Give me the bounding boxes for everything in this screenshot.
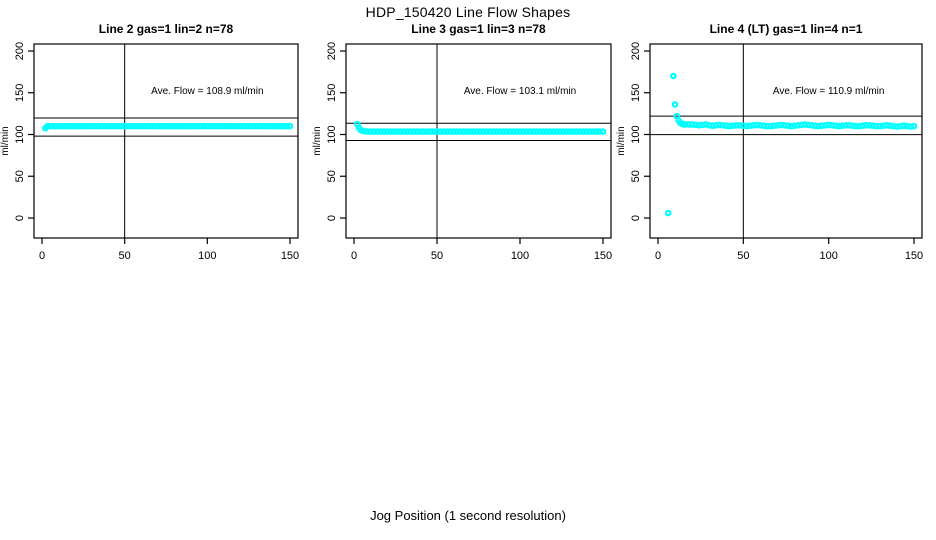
data-points	[354, 120, 607, 135]
x-tick-label: 150	[281, 250, 299, 262]
y-tick-label: 50	[630, 170, 642, 182]
x-tick-label: 0	[351, 250, 357, 262]
y-tick-label: 0	[630, 215, 642, 221]
y-axis-label: ml/min	[616, 126, 627, 155]
y-tick-label: 100	[630, 125, 642, 143]
y-tick-label: 0	[14, 215, 26, 221]
y-tick-label: 0	[326, 215, 338, 221]
plot-panel-3: 0 50 100 150 0 50 100 150 200 ml/min Line 4 (LT) g…	[616, 22, 923, 262]
x-tick-label: 0	[655, 250, 661, 262]
y-tick-label: 50	[14, 170, 26, 182]
x-tick-label: 0	[39, 250, 45, 262]
ave-flow-annotation: Ave. Flow = 110.9 ml/min	[773, 86, 885, 97]
y-tick-label: 50	[326, 170, 338, 182]
y-tick-label: 100	[14, 125, 26, 143]
y-axis-label: ml/min	[312, 126, 323, 155]
y-tick-label: 100	[326, 125, 338, 143]
y-tick-label: 150	[14, 84, 26, 102]
x-tick-label: 50	[737, 250, 749, 262]
x-tick-label: 50	[431, 250, 443, 262]
plot-box	[649, 43, 923, 239]
y-tick-label: 200	[14, 42, 26, 60]
x-tick-label: 150	[905, 250, 923, 262]
data-points	[664, 72, 918, 217]
plot-panel-2: 0 50 100 150 0 50 100 150 200 ml/min Line 3 gas=1 …	[312, 22, 612, 262]
x-tick-label: 150	[594, 250, 612, 262]
x-tick-label: 50	[119, 250, 131, 262]
figure-title: HDP_150420 Line Flow Shapes	[365, 4, 571, 20]
plot-box	[33, 43, 299, 239]
data-points	[42, 122, 294, 132]
y-tick-label: 150	[326, 84, 338, 102]
x-tick-label: 100	[198, 250, 216, 262]
x-tick-label: 100	[511, 250, 529, 262]
plot-panel-1: 0 50 100 150 0 50 100 150 200 ml/min Line 2 gas=1 …	[0, 22, 299, 262]
x-tick-label: 100	[819, 250, 837, 262]
y-tick-label: 150	[630, 84, 642, 102]
y-axis-label: ml/min	[0, 126, 11, 155]
ave-flow-annotation: Ave. Flow = 108.9 ml/min	[151, 86, 263, 97]
x-axis-label: Jog Position (1 second resolution)	[370, 508, 566, 523]
panel-title: Line 4 (LT) gas=1 lin=4 n=1	[710, 22, 863, 36]
panel-title: Line 3 gas=1 lin=3 n=78	[411, 22, 546, 36]
y-tick-label: 200	[326, 42, 338, 60]
ave-flow-annotation: Ave. Flow = 103.1 ml/min	[464, 86, 576, 97]
y-tick-label: 200	[630, 42, 642, 60]
panel-title: Line 2 gas=1 lin=2 n=78	[99, 22, 234, 36]
